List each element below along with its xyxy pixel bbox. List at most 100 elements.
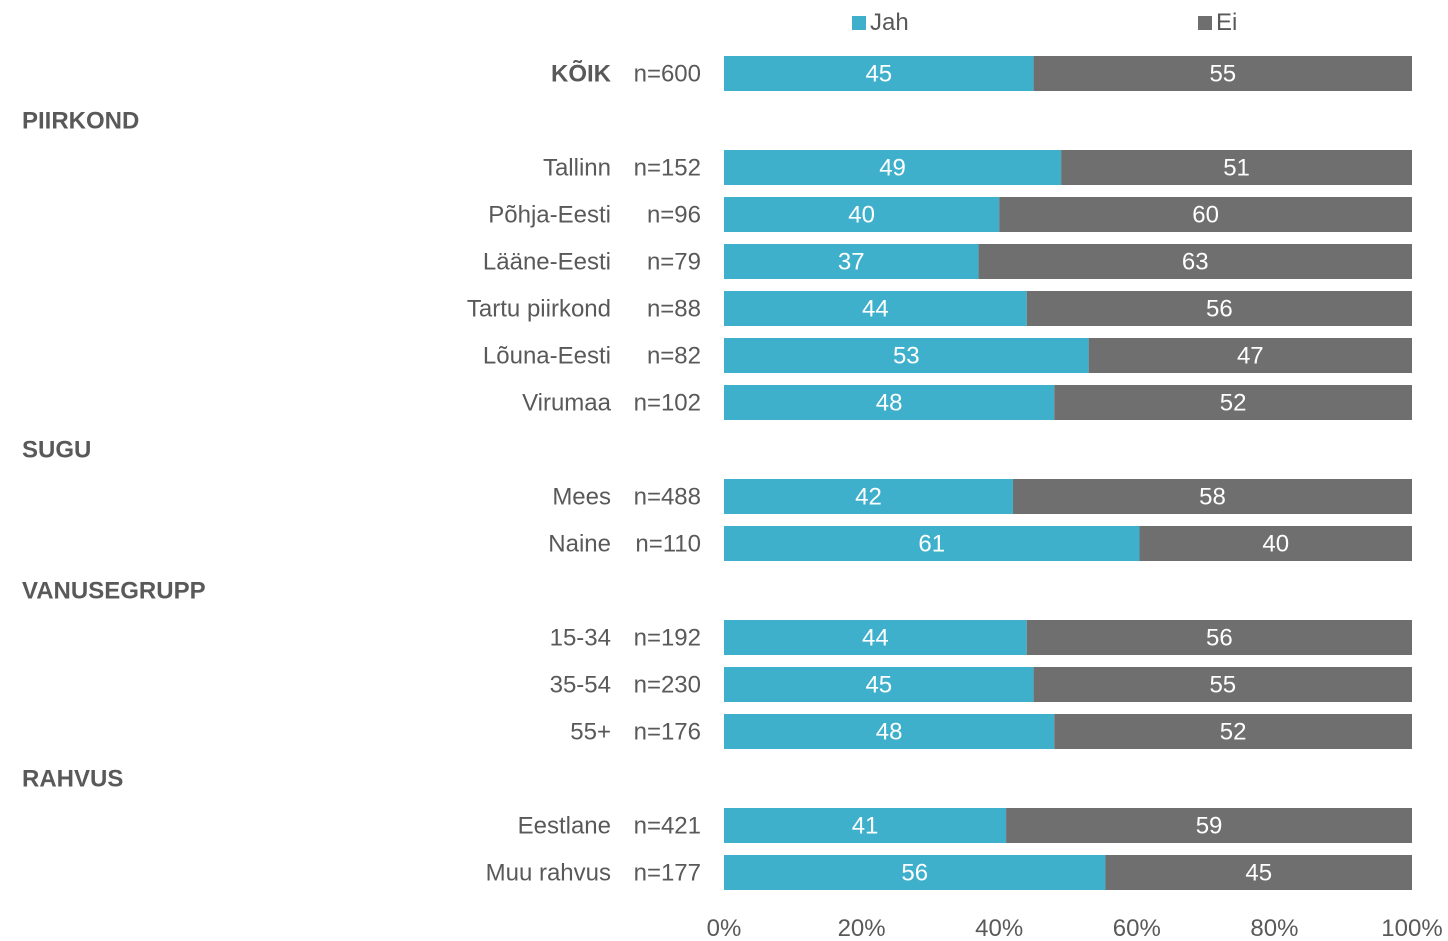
data-label-jah: 40 [848, 202, 875, 229]
sample-size-label: n=152 [634, 155, 701, 182]
data-label-ei: 56 [1206, 625, 1233, 652]
data-label-jah: 37 [838, 249, 865, 276]
bar-jah [724, 291, 1027, 326]
data-label-jah: 41 [852, 813, 879, 840]
data-label-ei: 58 [1199, 484, 1226, 511]
bar-jah [724, 526, 1140, 561]
bar-jah [724, 855, 1106, 890]
sample-size-label: n=177 [634, 860, 701, 887]
category-label: Tartu piirkond [467, 296, 611, 323]
sample-size-label: n=82 [647, 343, 701, 370]
legend-label-jah: Jah [870, 9, 909, 36]
data-label-jah: 61 [918, 531, 945, 558]
bar-ei [1054, 714, 1412, 749]
data-label-ei: 52 [1220, 390, 1247, 417]
data-label-jah: 48 [876, 719, 903, 746]
bar-jah [724, 150, 1062, 185]
x-tick-label: 60% [1113, 915, 1161, 941]
bar-jah [724, 244, 979, 279]
category-label: Naine [548, 531, 611, 558]
sample-size-label: n=176 [634, 719, 701, 746]
sample-size-label: n=102 [634, 390, 701, 417]
x-tick-label: 100% [1381, 915, 1442, 941]
sample-size-label: n=110 [635, 531, 701, 558]
bar-jah [724, 667, 1034, 702]
category-label: Mees [552, 484, 611, 511]
category-label: Eestlane [518, 813, 611, 840]
bar-jah [724, 714, 1055, 749]
category-label: Põhja-Eesti [488, 202, 611, 229]
category-label: 15-34 [550, 625, 611, 652]
data-label-ei: 55 [1209, 672, 1236, 699]
category-label: Lääne-Eesti [483, 249, 611, 276]
group-label: VANUSEGRUPP [22, 578, 206, 605]
sample-size-label: n=79 [647, 249, 701, 276]
bar-jah [724, 338, 1089, 373]
data-label-ei: 47 [1237, 343, 1264, 370]
group-label: SUGU [22, 437, 91, 464]
sample-size-label: n=230 [634, 672, 701, 699]
bar-ei [1054, 385, 1412, 420]
data-label-jah: 45 [865, 672, 892, 699]
bar-jah [724, 620, 1027, 655]
data-label-jah: 49 [879, 155, 906, 182]
x-tick-label: 0% [707, 915, 742, 941]
x-tick-label: 40% [975, 915, 1023, 941]
data-label-jah: 44 [862, 625, 889, 652]
category-label: 55+ [570, 719, 611, 746]
data-label-jah: 42 [855, 484, 882, 511]
sample-size-label: n=192 [634, 625, 701, 652]
data-label-ei: 63 [1182, 249, 1209, 276]
data-label-ei: 40 [1262, 531, 1289, 558]
bar-ei [1026, 620, 1412, 655]
category-label: Lõuna-Eesti [483, 343, 611, 370]
data-label-ei: 56 [1206, 296, 1233, 323]
bar-jah [724, 479, 1013, 514]
legend-item-jah: Jah [852, 8, 909, 38]
legend-swatch-jah [852, 16, 866, 30]
data-label-ei: 60 [1192, 202, 1219, 229]
legend-label-ei: Ei [1216, 9, 1238, 36]
bar-ei [1139, 526, 1412, 561]
category-label: 35-54 [550, 672, 611, 699]
bar-jah [724, 56, 1034, 91]
sample-size-label: n=421 [634, 813, 701, 840]
sample-size-label: n=96 [647, 202, 701, 229]
category-label: Tallinn [543, 155, 611, 182]
bar-ei [999, 197, 1412, 232]
sample-size-label: n=600 [634, 61, 701, 88]
data-label-ei: 55 [1209, 61, 1236, 88]
data-label-ei: 51 [1223, 155, 1250, 182]
bar-jah [724, 197, 1000, 232]
bar-ei [1033, 667, 1412, 702]
data-label-jah: 53 [893, 343, 920, 370]
data-label-ei: 52 [1220, 719, 1247, 746]
data-label-jah: 44 [862, 296, 889, 323]
legend-item-ei: Ei [1198, 8, 1237, 38]
sample-size-label: n=88 [647, 296, 701, 323]
bar-jah [724, 808, 1007, 843]
legend-swatch-ei [1198, 16, 1212, 30]
x-tick-label: 80% [1250, 915, 1298, 941]
sample-size-label: n=488 [634, 484, 701, 511]
bar-ei [1105, 855, 1412, 890]
data-label-ei: 59 [1196, 813, 1223, 840]
category-label: Muu rahvus [486, 860, 611, 887]
x-tick-label: 20% [838, 915, 886, 941]
bar-ei [1026, 291, 1412, 326]
bar-jah [724, 385, 1055, 420]
bar-ei [1012, 479, 1412, 514]
data-label-jah: 56 [901, 860, 928, 887]
category-label: KÕIK [551, 60, 612, 88]
group-label: RAHVUS [22, 766, 123, 793]
data-label-jah: 48 [876, 390, 903, 417]
data-label-ei: 45 [1245, 860, 1272, 887]
group-label: PIIRKOND [22, 108, 139, 135]
bar-ei [1088, 338, 1412, 373]
bar-ei [1061, 150, 1412, 185]
bar-ei [978, 244, 1412, 279]
bar-ei [1006, 808, 1412, 843]
category-label: Virumaa [522, 390, 612, 417]
